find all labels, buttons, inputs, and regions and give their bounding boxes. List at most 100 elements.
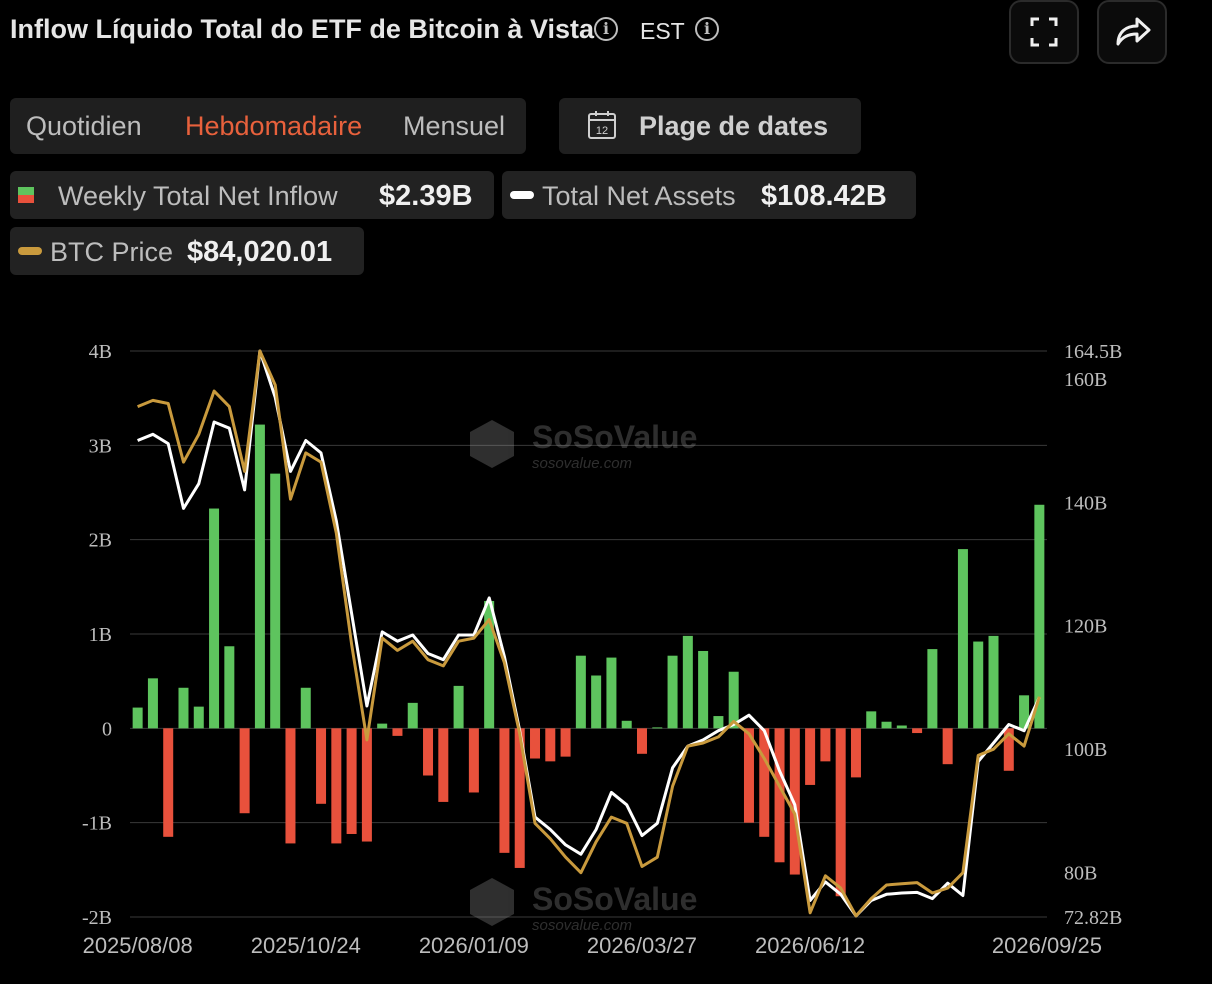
net-inflow-chart: SoSoValue sosovalue.com SoSoValue sosova… bbox=[82, 341, 1122, 958]
inflow-bar bbox=[881, 721, 892, 729]
watermark-logo-icon bbox=[470, 420, 514, 468]
assets-line-icon bbox=[510, 191, 534, 199]
x-axis-tick-label: 2026/03/27 bbox=[587, 933, 697, 958]
legend-inflow[interactable]: Weekly Total Net Inflow $2.39B bbox=[10, 171, 494, 219]
inflow-bar bbox=[560, 728, 571, 757]
inflow-bar bbox=[468, 728, 479, 793]
inflow-bar bbox=[713, 716, 724, 729]
inflow-bar bbox=[575, 655, 586, 729]
left-axis-tick-label: -2B bbox=[82, 907, 112, 929]
tab-daily[interactable]: Quotidien bbox=[26, 111, 142, 141]
right-axis-tick-label: 140B bbox=[1064, 492, 1107, 514]
inflow-bar bbox=[209, 508, 220, 729]
watermark-top: SoSoValue sosovalue.com bbox=[470, 419, 697, 472]
inflow-bar bbox=[300, 687, 311, 729]
right-axis-tick-label: 100B bbox=[1064, 739, 1107, 761]
watermark-brand: SoSoValue bbox=[532, 881, 697, 917]
inflow-swatch-icon bbox=[18, 187, 34, 203]
inflow-bar bbox=[285, 728, 296, 844]
inflow-bar bbox=[591, 675, 602, 729]
inflow-bar bbox=[438, 728, 449, 802]
inflow-bar bbox=[254, 424, 265, 729]
inflow-bar bbox=[973, 641, 984, 729]
share-button[interactable] bbox=[1097, 0, 1167, 64]
total-net-assets-line bbox=[137, 349, 1041, 918]
inflow-bar bbox=[239, 728, 250, 814]
inflow-bar bbox=[743, 728, 754, 823]
series-lines bbox=[137, 349, 1041, 918]
inflow-bar bbox=[545, 728, 556, 762]
page-title: Inflow Líquido Total do ETF de Bitcoin à… bbox=[10, 14, 594, 44]
timezone-info-icon[interactable]: i bbox=[695, 17, 719, 41]
right-axis-tick-label: 72.82B bbox=[1064, 907, 1122, 929]
inflow-bars bbox=[132, 424, 1045, 897]
inflow-bar bbox=[423, 728, 434, 776]
legend-btc-label: BTC Price bbox=[50, 237, 174, 267]
inflow-bar bbox=[1003, 728, 1014, 771]
left-axis-labels: 4B 3B 2B 1B 0 -1B -2B bbox=[82, 341, 112, 929]
x-axis-tick-label: 2025/10/24 bbox=[251, 933, 361, 958]
inflow-bar bbox=[193, 706, 204, 729]
tab-weekly[interactable]: Hebdomadaire bbox=[185, 111, 363, 141]
inflow-bar bbox=[484, 600, 495, 729]
inflow-bar bbox=[530, 728, 541, 759]
inflow-bar bbox=[820, 728, 831, 762]
inflow-bar bbox=[866, 711, 877, 729]
calendar-day: 12 bbox=[596, 125, 608, 137]
date-range-button[interactable]: 12 Plage de dates bbox=[559, 98, 861, 154]
period-tabs: Quotidien Hebdomadaire Mensuel bbox=[10, 98, 526, 154]
inflow-bar bbox=[850, 728, 861, 778]
inflow-bar bbox=[514, 728, 525, 868]
inflow-bar bbox=[652, 727, 663, 729]
inflow-bar bbox=[407, 702, 418, 729]
inflow-bar bbox=[346, 728, 357, 834]
inflow-bar bbox=[453, 685, 464, 729]
fullscreen-button[interactable] bbox=[1009, 0, 1079, 64]
x-axis-labels: 2025/08/08 2025/10/24 2026/01/09 2026/03/27… bbox=[83, 933, 1102, 958]
inflow-bar bbox=[896, 725, 907, 729]
legend-assets-label: Total Net Assets bbox=[542, 181, 736, 211]
inflow-bar bbox=[316, 728, 327, 804]
inflow-bar bbox=[835, 728, 846, 897]
right-axis-tick-label: 160B bbox=[1064, 369, 1107, 391]
inflow-bar bbox=[957, 549, 968, 729]
right-axis-tick-label: 80B bbox=[1064, 863, 1097, 885]
inflow-bar bbox=[606, 657, 617, 729]
x-axis-tick-label: 2026/06/12 bbox=[755, 933, 865, 958]
watermark-bottom: SoSoValue sosovalue.com bbox=[470, 878, 697, 934]
inflow-bar bbox=[774, 728, 785, 863]
right-axis-tick-label: 120B bbox=[1064, 616, 1107, 638]
btc-price-line bbox=[137, 349, 1041, 918]
inflow-bar bbox=[682, 635, 693, 729]
inflow-bar bbox=[224, 646, 235, 729]
inflow-bar bbox=[392, 728, 403, 736]
info-icon[interactable]: i bbox=[594, 17, 618, 41]
inflow-bar bbox=[361, 728, 372, 842]
inflow-bar bbox=[759, 728, 770, 837]
left-axis-tick-label: 1B bbox=[89, 624, 112, 646]
tab-monthly[interactable]: Mensuel bbox=[403, 111, 506, 141]
fullscreen-icon bbox=[1030, 17, 1058, 47]
inflow-bar bbox=[621, 720, 632, 729]
inflow-bar bbox=[178, 687, 189, 729]
legend-inflow-label: Weekly Total Net Inflow bbox=[58, 181, 338, 211]
left-axis-tick-label: 4B bbox=[89, 341, 112, 363]
watermark-url: sosovalue.com bbox=[532, 455, 632, 472]
legend-assets[interactable]: Total Net Assets $108.42B bbox=[502, 171, 916, 219]
inflow-bar bbox=[698, 650, 709, 729]
inflow-bar bbox=[1034, 504, 1045, 729]
inflow-bar bbox=[499, 728, 510, 853]
watermark-group: SoSoValue sosovalue.com SoSoValue sosova… bbox=[470, 419, 697, 934]
btc-line-icon bbox=[18, 247, 42, 255]
watermark-url: sosovalue.com bbox=[532, 917, 632, 934]
legend-btc-value: $84,020.01 bbox=[187, 236, 333, 268]
inflow-bar bbox=[147, 678, 158, 729]
inflow-bar bbox=[163, 728, 174, 837]
inflow-bar bbox=[331, 728, 342, 844]
legend-btc[interactable]: BTC Price $84,020.01 bbox=[10, 227, 364, 275]
x-axis-tick-label: 2026/01/09 bbox=[419, 933, 529, 958]
share-icon bbox=[1116, 17, 1151, 46]
inflow-bar bbox=[912, 728, 923, 734]
inflow-bar bbox=[927, 649, 938, 729]
legend-assets-value: $108.42B bbox=[761, 180, 887, 212]
